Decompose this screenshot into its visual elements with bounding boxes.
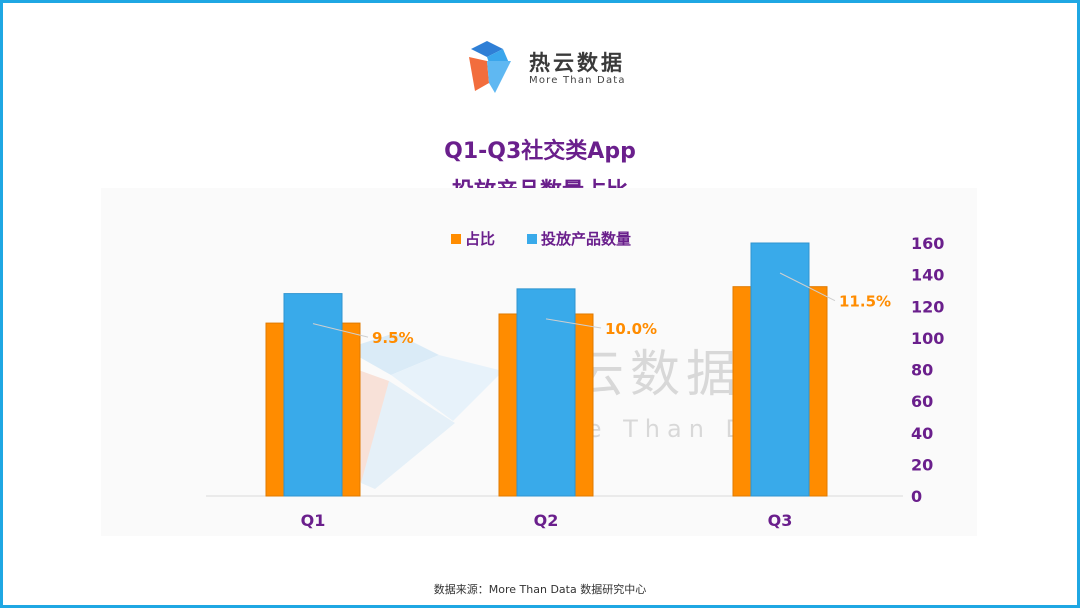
y-tick-label-60: 60: [911, 392, 933, 411]
bar-chart: 热云数据 More Than Data 9.5%10.0%11.5% 02040…: [206, 234, 944, 530]
x-tick-label-Q3: Q3: [768, 511, 793, 530]
logo-icon: [469, 41, 511, 93]
bar-count-Q2: [516, 288, 576, 497]
data-label-ratio-Q3: 11.5%: [839, 293, 891, 311]
y-tick-label-0: 0: [911, 487, 922, 506]
leader-line-Q3: [779, 272, 836, 302]
source-note: 数据来源：More Than Data 数据研究中心: [433, 583, 647, 596]
legend-label-ratio: 占比: [465, 230, 496, 248]
legend-item-count: 投放产品数量: [527, 228, 631, 249]
y-tick-label-160: 160: [911, 234, 944, 253]
bar-count-Q1: [283, 293, 343, 497]
bar-count-Q3: [750, 242, 810, 497]
data-label-ratio-Q1: 9.5%: [372, 329, 414, 347]
y-tick-label-100: 100: [911, 329, 944, 348]
legend-item-ratio: 占比: [451, 228, 495, 249]
y-tick-label-140: 140: [911, 266, 944, 285]
leader-line-Q1: [312, 323, 369, 338]
x-tick-label-Q1: Q1: [301, 511, 326, 530]
leader-line-Q2: [545, 318, 602, 329]
legend-swatch-count: [527, 233, 537, 244]
logo-tagline: More Than Data: [529, 75, 626, 86]
y-tick-label-80: 80: [911, 361, 933, 380]
legend-label-count: 投放产品数量: [541, 230, 632, 248]
logo: 热云数据 More Than Data: [465, 39, 645, 95]
y-tick-label-120: 120: [911, 297, 944, 316]
watermark-logo-icon: [339, 333, 503, 489]
x-tick-label-Q2: Q2: [534, 511, 559, 530]
logo-name: 热云数据: [529, 51, 625, 75]
legend-swatch-ratio: [451, 233, 461, 244]
y-tick-label-40: 40: [911, 424, 933, 443]
chart-title: Q1-Q3社交类App: [444, 139, 636, 164]
y-tick-label-20: 20: [911, 455, 933, 474]
data-label-ratio-Q2: 10.0%: [605, 320, 657, 338]
